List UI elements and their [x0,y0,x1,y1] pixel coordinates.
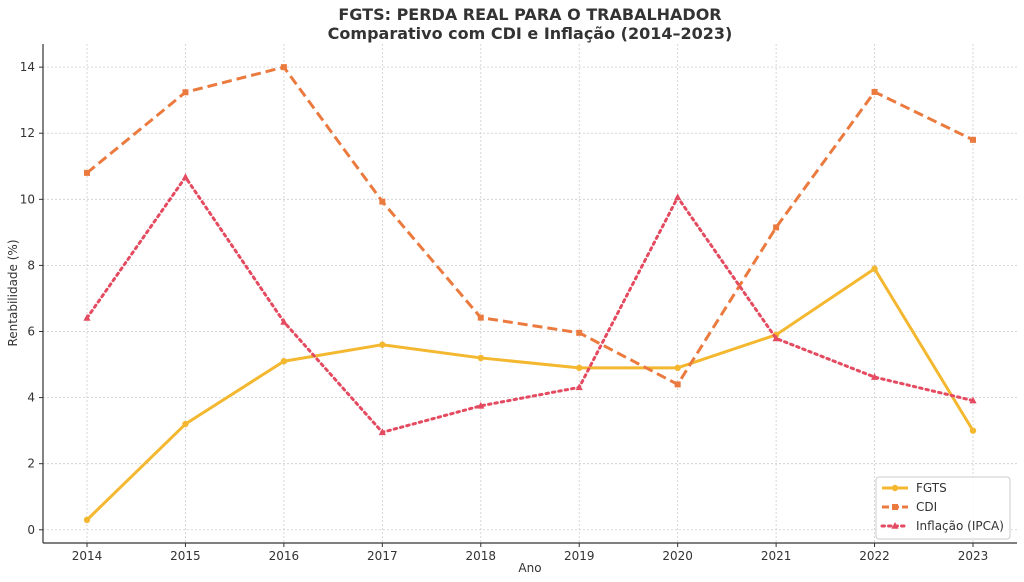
data-point [182,89,189,96]
data-point [576,364,583,372]
legend-item: Inflação (IPCA) [880,519,1004,533]
data-point [181,173,190,180]
legend-box [875,476,1011,540]
data-point [182,420,189,428]
data-point [970,136,976,143]
legend-item: FGTS [882,481,947,495]
data-point [772,334,780,342]
y-tick-label: 4 [27,391,35,405]
x-tick-label: 2014 [72,549,103,563]
x-tick-label: 2017 [367,549,398,563]
data-point [84,169,90,176]
axes [42,44,1017,544]
data-point [674,381,681,388]
series-fgts [83,265,977,524]
data-point [871,265,878,272]
data-point [477,401,485,409]
data-point [969,427,977,434]
legend-label: Inflação (IPCA) [916,519,1004,533]
legend-marker [891,522,899,529]
series-line-infla-o-ipca [85,175,975,434]
data-point [575,383,583,391]
plot-area [83,64,977,524]
data-point [773,224,780,231]
series-line-fgts [85,267,975,521]
legend-item: CDI [882,500,937,514]
data-point [870,373,879,380]
data-point [280,358,288,365]
y-tick-label: 0 [27,523,35,537]
legend-label: FGTS [916,481,947,495]
x-tick-label: 2020 [662,549,693,563]
y-tick-label: 14 [20,60,35,74]
data-point [379,198,386,205]
data-point [674,364,681,372]
y-axis-label: Rentabilidade (%) [6,239,20,346]
y-tick-label: 10 [20,192,35,206]
chart-title: FGTS: PERDA REAL PARA O TRABALHADOR [338,5,721,24]
data-point [674,193,682,201]
data-point [576,329,583,336]
legend-marker [891,484,899,492]
grid [43,44,1017,543]
chart-subtitle: Comparativo com CDI e Inflação (2014–202… [328,24,733,43]
series-line-cdi [86,65,974,386]
data-point [477,314,484,321]
x-tick-label: 2023 [958,549,989,563]
x-tick-label: 2016 [269,549,300,563]
series-cdi [84,64,976,388]
y-tick-label: 2 [27,457,35,471]
x-tick-label: 2018 [466,549,497,563]
data-point [280,64,287,71]
legend-label: CDI [916,500,937,514]
data-point [477,354,484,362]
x-tick-label: 2019 [564,549,595,563]
data-point [83,313,91,321]
y-tick-label: 6 [27,325,35,339]
series-infla-o-ipca [83,173,977,436]
data-point [280,317,288,325]
x-tick-label: 2015 [170,549,201,563]
legend-marker [892,504,898,510]
y-tick-label: 8 [27,258,35,272]
data-point [379,341,386,348]
tick-labels: 2014 2015 2016 2017 2018 2019 2020 2021 2022 2023… [20,60,989,563]
x-axis-label: Ano [518,561,541,575]
data-point [378,428,386,436]
data-point [969,396,977,404]
x-tick-label: 2022 [859,549,890,563]
x-tick-label: 2021 [761,549,792,563]
legend: FGTS CDI Inflação (IPCA) [875,476,1011,540]
data-point [871,88,878,95]
y-tick-label: 12 [20,126,35,140]
data-point [83,516,91,524]
